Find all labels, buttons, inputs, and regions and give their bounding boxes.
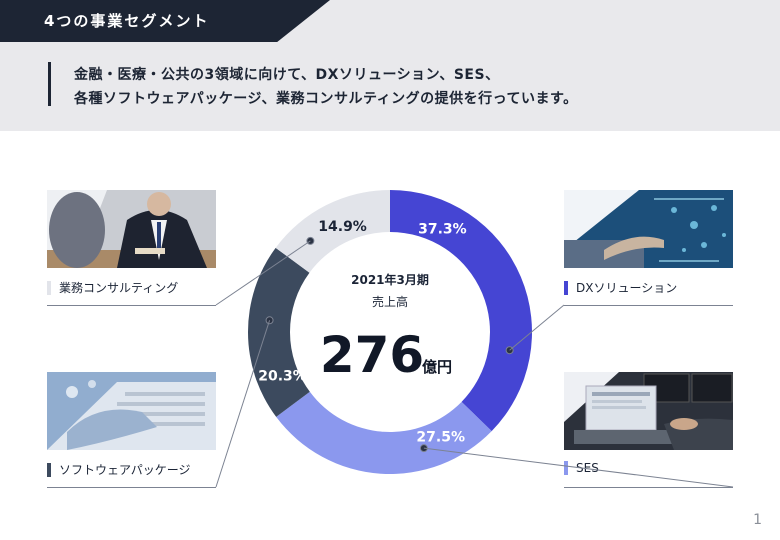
dx-photo — [564, 190, 733, 268]
page-number: 1 — [753, 512, 762, 528]
slice-label-software: 20.3% — [258, 369, 307, 385]
section-title-tab — [0, 0, 330, 42]
dx-label-text: DXソリューション — [576, 281, 678, 295]
description-accent-bar — [48, 62, 51, 106]
donut-slice-ses — [276, 391, 492, 475]
donut-slice-software — [247, 247, 310, 417]
donut-slice-consulting — [275, 190, 390, 273]
segment-label-software: ソフトウェアパッケージ — [47, 461, 191, 478]
segment-label-consulting: 業務コンサルティング — [47, 279, 178, 296]
slice-label-ses: 27.5% — [416, 429, 465, 445]
connector-line-dx — [509, 304, 565, 351]
donut-slice-dx — [390, 190, 532, 432]
connector-line-software — [215, 320, 271, 488]
software-marker — [47, 462, 51, 477]
consulting-underline — [47, 305, 216, 306]
connector-line-ses — [423, 447, 734, 488]
consulting-photo — [47, 190, 216, 268]
ses-underline — [564, 487, 733, 488]
software-label-text: ソフトウェアパッケージ — [59, 463, 191, 477]
segment-label-ses: SES — [564, 461, 599, 475]
description-line-1: 金融・医療・公共の3領域に向けて、DXソリューション、SES、 — [74, 67, 500, 83]
software-photo — [47, 372, 216, 450]
description-line-2: 各種ソフトウェアパッケージ、業務コンサルティングの提供を行っています。 — [74, 91, 578, 107]
connector-line-consulting — [215, 240, 311, 306]
ses-photo — [564, 372, 733, 450]
ses-marker — [564, 461, 568, 475]
dx-marker — [564, 280, 568, 295]
dx-underline — [564, 305, 733, 306]
center-label: 売上高 — [372, 294, 408, 309]
slice-label-consulting: 14.9% — [318, 219, 367, 235]
consulting-label-text: 業務コンサルティング — [59, 281, 179, 295]
center-period: 2021年3月期 — [351, 272, 429, 287]
consulting-marker — [47, 280, 51, 295]
segment-label-dx: DXソリューション — [564, 279, 677, 296]
software-underline — [47, 487, 216, 488]
center-value: 276 — [320, 326, 424, 384]
section-title: 4つの事業セグメント — [44, 12, 210, 30]
center-unit: 億円 — [422, 358, 452, 376]
slice-label-dx: 37.3% — [418, 222, 467, 238]
ses-label-text: SES — [576, 461, 599, 475]
